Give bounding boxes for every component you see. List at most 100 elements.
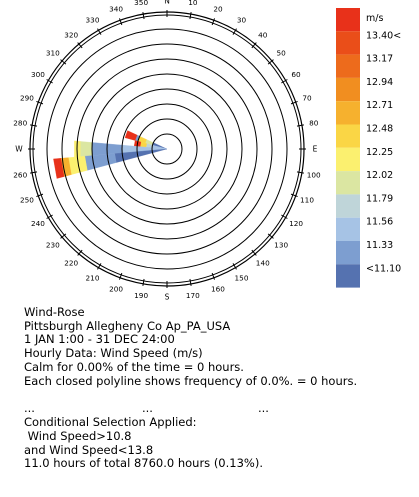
direction-tick	[267, 59, 274, 65]
ellipsis-1: ...	[24, 401, 35, 416]
direction-tick	[46, 214, 53, 219]
sector-segment	[84, 153, 117, 171]
direction-label: 350	[134, 0, 148, 7]
legend-swatch	[336, 147, 360, 172]
direction-label: 220	[64, 259, 78, 268]
conditional-title: Conditional Selection Applied:	[24, 415, 197, 430]
direction-label: 140	[256, 259, 270, 268]
direction-label: 130	[274, 240, 288, 249]
legend-label: 13.40<	[366, 30, 401, 41]
period-text: 1 JAN 1:00 - 31 DEC 24:00	[24, 332, 175, 347]
legend-swatch	[336, 31, 360, 55]
direction-label: 100	[307, 170, 321, 179]
legend-label: 12.71	[366, 100, 393, 111]
legend-swatch	[336, 54, 360, 78]
condition-1: Wind Speed>10.8	[24, 428, 132, 443]
frequency-ring	[136, 118, 198, 180]
legend-swatch	[336, 8, 360, 32]
direction-label: 50	[276, 49, 286, 58]
direction-label: 320	[64, 30, 78, 39]
direction-label: 340	[109, 4, 123, 13]
direction-tick	[251, 249, 257, 256]
variable-text: Hourly Data: Wind Speed (m/s)	[24, 346, 203, 361]
calm-text: Calm for 0.00% of the time = 0 hours.	[24, 359, 244, 374]
direction-tick	[97, 263, 102, 270]
legend-swatch	[336, 77, 360, 102]
direction-label: 20	[213, 4, 223, 13]
legend-label: 11.79	[366, 193, 393, 204]
station-name: Pittsburgh Allegheny Co Ap_PA_USA	[24, 318, 231, 333]
legend-unit: m/s	[366, 13, 383, 24]
compass-label-S: S	[165, 293, 170, 301]
legend-swatch	[336, 217, 360, 241]
direction-tick	[296, 124, 304, 127]
legend-label: 13.17	[366, 54, 393, 65]
direction-tick	[189, 278, 192, 286]
direction-label: 300	[31, 70, 45, 79]
legend-label: 12.94	[366, 77, 393, 88]
direction-label: 40	[258, 30, 268, 39]
ellipsis-row: ... ... ...	[24, 402, 414, 416]
direction-tick	[211, 272, 216, 280]
direction-label: 70	[302, 94, 312, 103]
direction-tick	[60, 233, 67, 239]
direction-tick	[296, 171, 304, 174]
direction-label: 80	[309, 119, 319, 128]
direction-tick	[281, 79, 288, 84]
sector-segment	[80, 141, 93, 157]
frequency-ring	[91, 73, 243, 225]
direction-label: 170	[186, 291, 200, 300]
frequency-ring	[76, 58, 258, 240]
direction-label: 160	[211, 285, 225, 294]
ellipsis-3: ...	[258, 401, 269, 416]
legend-label: 12.48	[366, 124, 393, 135]
frequency-ring	[46, 28, 288, 270]
direction-tick	[77, 42, 83, 49]
direction-tick	[290, 193, 298, 198]
direction-tick	[281, 214, 288, 219]
direction-label: 330	[86, 15, 100, 24]
chart-title: Wind-Rose	[24, 305, 85, 319]
wind-rose-chart: 10 20 30 40 50 60 70 80 100 110 120 130 140 150 160 170…	[13, 0, 321, 301]
direction-tick	[251, 42, 257, 49]
sectors	[53, 130, 168, 179]
condition-2: and Wind Speed<13.8	[24, 442, 154, 457]
direction-tick	[142, 12, 145, 20]
direction-label: 110	[300, 195, 314, 204]
direction-tick	[118, 18, 123, 26]
legend-label: 12.02	[366, 170, 393, 181]
frequency-ring	[61, 43, 273, 255]
direction-label: 60	[291, 70, 301, 79]
compass-label-W: W	[15, 145, 23, 154]
frequency-ring	[151, 133, 183, 165]
direction-tick	[189, 12, 192, 20]
legend-label: 11.56	[366, 217, 393, 228]
direction-label: 250	[20, 195, 34, 204]
direction-tick	[36, 193, 44, 198]
frequency-ring	[106, 88, 228, 210]
direction-label: 210	[86, 274, 100, 283]
direction-label: 290	[20, 94, 34, 103]
direction-label: 230	[46, 240, 60, 249]
direction-tick	[118, 272, 123, 280]
direction-tick	[77, 249, 83, 256]
legend-label: 12.25	[366, 147, 393, 158]
direction-tick	[30, 171, 38, 174]
frequency-ring	[121, 103, 213, 195]
legend-swatch	[336, 241, 360, 265]
ellipsis-2: ...	[142, 401, 153, 416]
direction-tick	[30, 124, 38, 127]
info-panel: Wind-Rose Pittsburgh Allegheny Co Ap_PA_…	[24, 305, 414, 471]
direction-label: 10	[188, 0, 198, 7]
compass-label-E: E	[313, 145, 318, 154]
sector-segment	[124, 130, 138, 141]
legend-swatch	[336, 194, 360, 218]
speed-legend: m/s 13.40< 13.17 12.94 12.71 12.48 12.25 12.02 1…	[336, 8, 401, 288]
direction-label: 200	[109, 285, 123, 294]
direction-label: 30	[237, 15, 247, 24]
direction-tick	[211, 18, 216, 26]
polyline-note: Each closed polyline shows frequency of …	[24, 373, 358, 388]
direction-label: 260	[13, 170, 27, 179]
compass-label-N: N	[164, 0, 170, 6]
legend-label: 11.33	[366, 240, 393, 251]
